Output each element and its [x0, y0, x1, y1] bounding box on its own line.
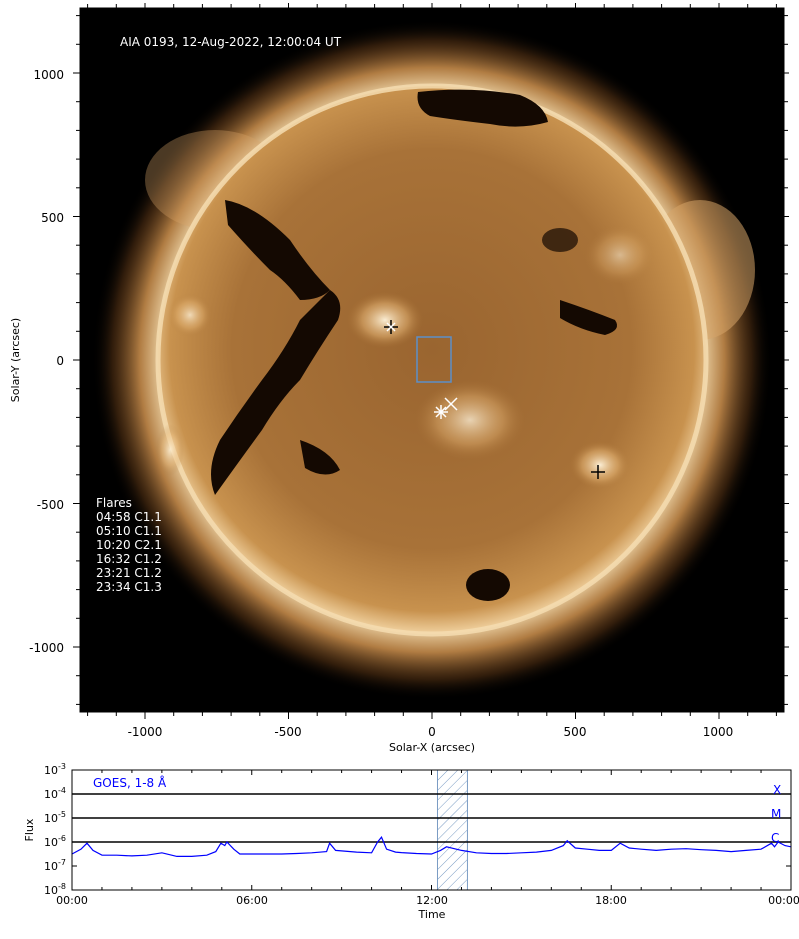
x-tick-label: 1000 [703, 725, 734, 739]
flare-marker [444, 397, 458, 411]
goes-y-axis-label: Flux [23, 818, 36, 841]
flare-marker [591, 465, 605, 479]
active-region [570, 441, 630, 489]
coronal-hole-north [417, 89, 548, 127]
image-x-tick-labels: -1000 -500 0 500 1000 [128, 725, 734, 739]
solar-image-panel: AIA 0193, 12-Aug-2022, 12:00:04 UT Flare… [9, 3, 789, 754]
roi-box [416, 336, 452, 383]
active-region [168, 293, 212, 337]
time-tick-label: 06:00 [236, 894, 268, 907]
flux-tick-label: 10-3 [44, 762, 66, 777]
highlight-window [436, 769, 468, 891]
active-region [585, 225, 655, 285]
coronal-hole-small [542, 228, 578, 252]
active-region [347, 292, 423, 348]
flare-marker [434, 405, 448, 419]
goes-axis-ticks [71, 769, 792, 891]
flux-tick-label: 10-7 [44, 858, 66, 873]
y-tick-label: 1000 [33, 68, 64, 82]
x-tick-label: -500 [274, 725, 301, 739]
coronal-holes [211, 89, 618, 601]
x-tick-label: 0 [428, 725, 436, 739]
coronal-hole-small [300, 440, 340, 475]
flare-entry: 23:21 C1.2 [96, 566, 162, 580]
x-tick-label: -1000 [128, 725, 163, 739]
flare-entry: 16:32 C1.2 [96, 552, 162, 566]
flare-entry: 10:20 C2.1 [96, 538, 162, 552]
class-threshold-lines [72, 793, 791, 843]
image-y-tick-labels: 1000 500 0 -500 -1000 [29, 68, 64, 655]
time-tick-label: 00:00 [768, 894, 799, 907]
y-tick-label: 500 [41, 211, 64, 225]
image-title: AIA 0193, 12-Aug-2022, 12:00:04 UT [120, 35, 342, 49]
flux-tick-label: 10-6 [44, 834, 66, 849]
flux-tick-label: 10-4 [44, 786, 66, 801]
flare-marker [384, 320, 398, 334]
solar-limb [155, 83, 709, 637]
time-tick-label: 00:00 [56, 894, 88, 907]
flare-list: Flares 04:58 C1.1 05:10 C1.1 10:20 C2.1 … [96, 496, 162, 594]
image-axis-ticks [73, 3, 789, 719]
goes-plot-area [72, 770, 791, 890]
flare-entry: 23:34 C1.3 [96, 580, 162, 594]
active-region [415, 380, 525, 460]
solar-disk [158, 86, 706, 634]
flux-tick-label: 10-8 [44, 882, 66, 897]
image-y-axis-label: Solar-Y (arcsec) [9, 318, 22, 402]
goes-x-tick-labels: 00:00 06:00 12:00 18:00 00:00 [56, 894, 799, 907]
goes-y-tick-labels: 10-8 10-7 10-6 10-5 10-4 10-3 [44, 762, 66, 897]
goes-x-axis-label: Time [418, 908, 446, 921]
coronal-hole-west [560, 300, 618, 335]
x-tick-label: 500 [564, 725, 587, 739]
flare-entry: 05:10 C1.1 [96, 524, 162, 538]
goes-legend: GOES, 1-8 Å [93, 775, 167, 790]
class-label-c: C [771, 831, 779, 845]
flare-entry: 04:58 C1.1 [96, 510, 162, 524]
y-tick-label: -500 [37, 498, 64, 512]
class-label-x: X [773, 783, 781, 797]
goes-flux-series [72, 836, 791, 857]
coronal-hole-east-channel [211, 290, 341, 495]
goes-chart: GOES, 1-8 Å X M C 10-810-710-610-510-410… [23, 762, 799, 921]
time-tick-label: 18:00 [595, 894, 627, 907]
time-tick-label: 12:00 [416, 894, 448, 907]
coronal-hole-south [466, 569, 510, 601]
class-labels: X M C [771, 783, 781, 845]
image-x-axis-label: Solar-X (arcsec) [389, 741, 475, 754]
y-tick-label: 0 [56, 354, 64, 368]
active-region [156, 424, 184, 476]
class-label-m: M [771, 807, 781, 821]
y-tick-label: -1000 [29, 641, 64, 655]
flare-list-heading: Flares [96, 496, 132, 510]
flare-markers [384, 320, 605, 479]
coronal-hole-northwest [225, 200, 330, 300]
active-regions [156, 225, 655, 489]
highlight-window-rect [436, 769, 468, 891]
flux-tick-label: 10-5 [44, 810, 66, 825]
